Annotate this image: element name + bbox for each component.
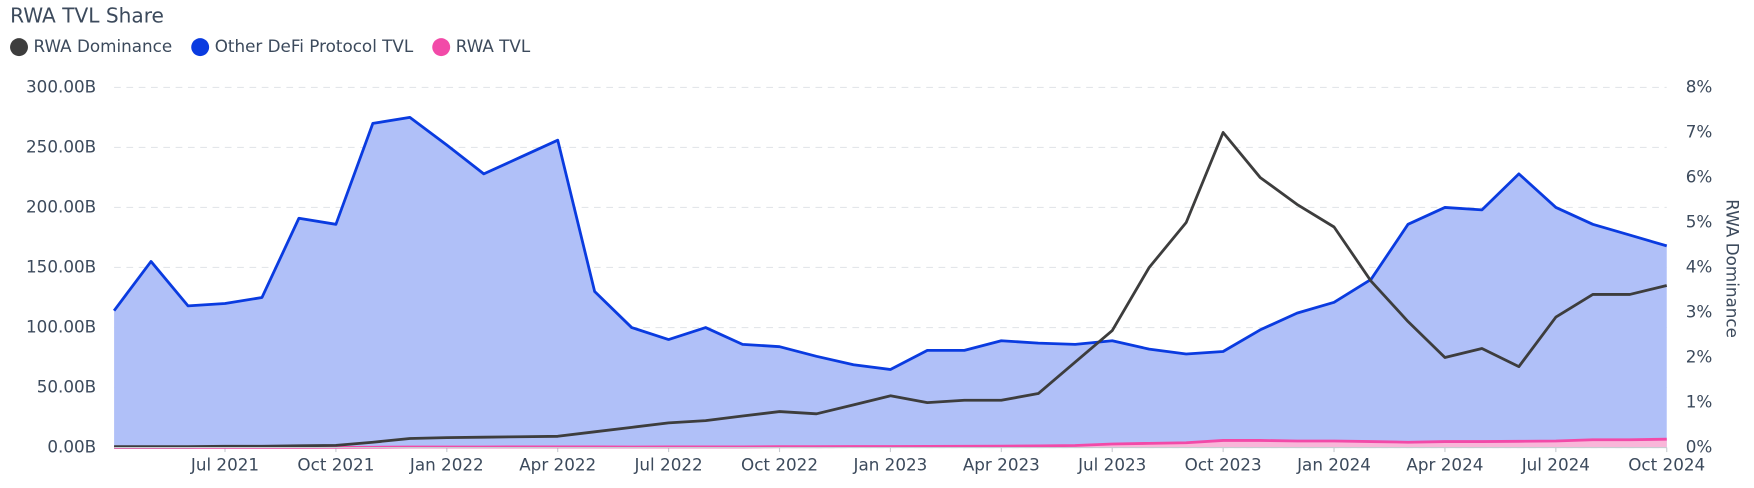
legend-marker <box>432 38 451 57</box>
y2-tick-label: 4% <box>1686 256 1713 276</box>
series-line <box>112 115 1668 371</box>
x-tick-label: Apr 2024 <box>1406 454 1483 474</box>
y2-tick-label: 2% <box>1686 347 1713 367</box>
y-tick-label: 250.00B <box>26 136 96 156</box>
x-tick-label: Jan 2024 <box>1296 454 1371 474</box>
y-tick-label: 50.00B <box>37 377 97 397</box>
y2-tick-label: 7% <box>1686 121 1713 141</box>
x-tick-label: Apr 2022 <box>519 454 596 474</box>
y-tick-label: 200.00B <box>26 196 96 216</box>
x-tick-label: Apr 2023 <box>963 454 1040 474</box>
y2-tick-label: 0% <box>1686 437 1713 457</box>
y2-tick-label: 1% <box>1686 392 1713 412</box>
series-line <box>114 131 1668 449</box>
legend-marker <box>191 38 210 57</box>
x-tick-label: Oct 2023 <box>1185 454 1262 474</box>
x-tick-label: Jan 2022 <box>409 454 484 474</box>
y2-tick-label: 3% <box>1686 302 1713 322</box>
y2-axis-label: RWA Dominance <box>1723 199 1743 338</box>
y-tick-label: 0.00B <box>47 437 96 457</box>
x-tick-label: Oct 2021 <box>297 454 374 474</box>
x-tick-label: Oct 2024 <box>1628 454 1705 474</box>
y-tick-label: 300.00B <box>26 76 96 96</box>
legend-label: Other DeFi Protocol TVL <box>215 36 414 56</box>
y2-tick-label: 5% <box>1686 211 1713 231</box>
x-tick-label: Jul 2022 <box>633 454 702 474</box>
chart-title: RWA TVL Share <box>10 3 164 27</box>
y2-tick-label: 8% <box>1686 76 1713 96</box>
area-fill <box>114 117 1667 448</box>
y2-tick-label: 6% <box>1686 166 1713 186</box>
x-tick-label: Oct 2022 <box>741 454 818 474</box>
legend-marker <box>10 38 28 57</box>
y-tick-label: 100.00B <box>26 317 96 337</box>
x-tick-label: Jul 2021 <box>190 454 259 474</box>
y-tick-label: 150.00B <box>26 256 96 276</box>
legend-label: RWA TVL <box>456 36 531 56</box>
x-tick-label: Jan 2023 <box>853 454 928 474</box>
x-tick-label: Jul 2024 <box>1521 454 1590 474</box>
legend-label: RWA Dominance <box>34 36 173 56</box>
x-tick-label: Jul 2023 <box>1077 454 1146 474</box>
